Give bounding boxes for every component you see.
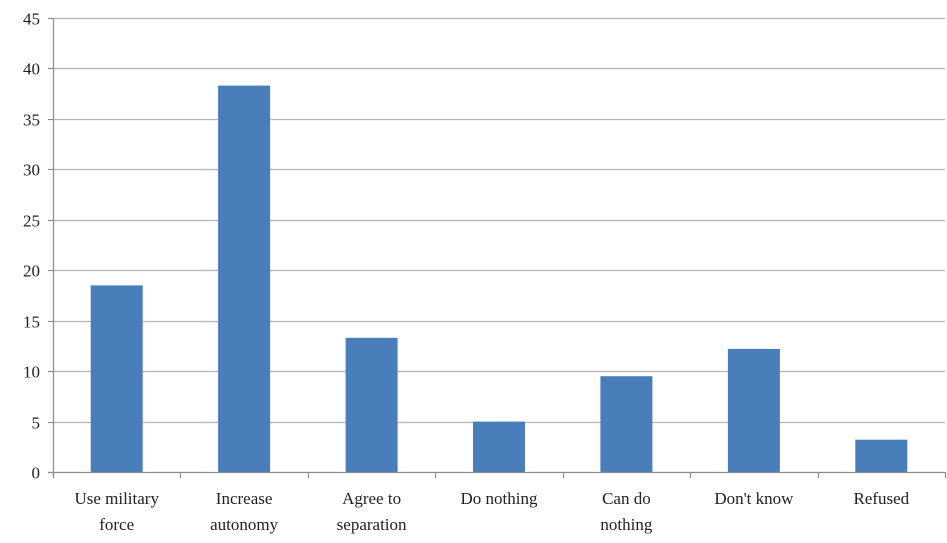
y-tick-label: 10 — [23, 363, 40, 382]
x-category-label: Don't know — [714, 489, 794, 508]
bar — [473, 421, 525, 472]
x-category-label: nothing — [600, 515, 652, 534]
x-category-label: Do nothing — [461, 489, 538, 508]
y-tick-label: 35 — [23, 111, 40, 130]
y-tick-label: 25 — [23, 212, 40, 231]
y-tick-label: 5 — [32, 414, 41, 433]
bar — [600, 376, 653, 472]
y-tick-label: 45 — [23, 10, 40, 29]
x-axis-category-labels: Use military force Increase autonomy Agree t… — [74, 489, 909, 534]
bar — [727, 348, 780, 472]
axes — [48, 17, 947, 478]
y-tick-label: 0 — [32, 464, 41, 483]
y-tick-label: 15 — [23, 313, 40, 332]
x-category-label: force — [99, 515, 134, 534]
x-category-label: autonomy — [210, 515, 278, 534]
bar — [345, 337, 398, 472]
x-category-label: separation — [337, 515, 407, 534]
y-tick-label: 20 — [23, 262, 40, 281]
x-category-label: Use military — [74, 489, 159, 508]
bar — [855, 439, 908, 472]
gridlines — [53, 17, 945, 424]
x-category-label: Can do — [602, 489, 651, 508]
bar — [218, 85, 271, 472]
y-axis-tick-labels: 0 5 10 15 20 25 30 35 40 45 — [23, 10, 40, 483]
bar — [90, 285, 143, 472]
bars — [90, 85, 908, 472]
x-category-label: Agree to — [342, 489, 401, 508]
x-category-label: Refused — [853, 489, 909, 508]
y-tick-label: 40 — [23, 60, 40, 79]
x-category-label: Increase — [216, 489, 273, 508]
y-tick-label: 30 — [23, 161, 40, 180]
